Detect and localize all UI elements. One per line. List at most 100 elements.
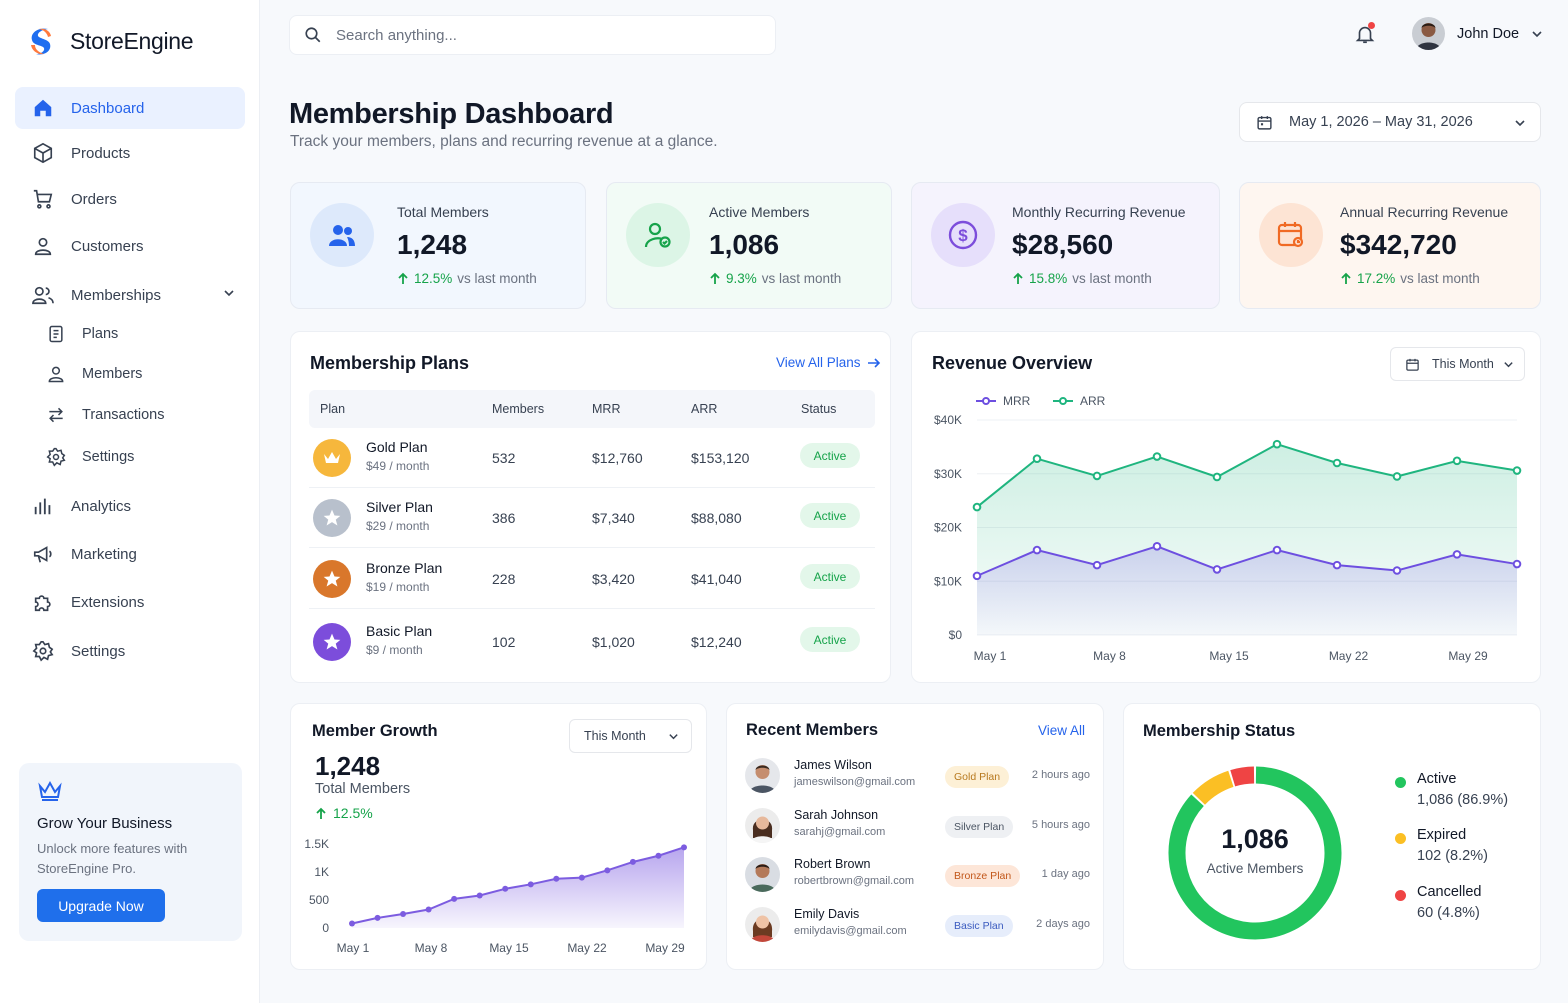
y-tick-label: 1K xyxy=(314,865,329,879)
stat-label: Active Members xyxy=(709,204,810,220)
data-point xyxy=(578,874,585,881)
stat-card-active-members: Active Members 1,086 9.3% vs last month xyxy=(606,182,892,309)
data-point-mrr xyxy=(1212,565,1222,574)
gear-icon xyxy=(46,447,66,467)
select-value: This Month xyxy=(1432,357,1494,371)
stat-change: 15.8% vs last month xyxy=(1012,271,1152,286)
table-row[interactable]: Gold Plan $49 / month 532 $12,760 $153,1… xyxy=(309,428,875,488)
date-range-value: May 1, 2026 – May 31, 2026 xyxy=(1289,114,1473,130)
x-tick-label: May 22 xyxy=(1329,649,1369,663)
sidebar-item-analytics[interactable]: Analytics xyxy=(15,485,245,527)
date-range-picker[interactable]: May 1, 2026 – May 31, 2026 xyxy=(1239,102,1541,142)
upgrade-now-button[interactable]: Upgrade Now xyxy=(37,889,165,922)
chevron-down-icon xyxy=(1514,117,1526,129)
list-item[interactable]: James Wilson jameswilson@gmail.com Gold … xyxy=(745,754,1090,800)
view-all-plans-link[interactable]: View All Plans xyxy=(776,355,881,370)
search-bar[interactable] xyxy=(289,15,776,55)
notifications-button[interactable] xyxy=(1354,22,1376,45)
data-point xyxy=(400,911,407,917)
data-point-mrr xyxy=(972,571,982,581)
sidebar-item-settings[interactable]: Settings xyxy=(15,630,245,672)
growth-period-select[interactable]: This Month xyxy=(569,719,692,753)
sidebar-item-dashboard[interactable]: Dashboard xyxy=(15,87,245,129)
stat-change: 17.2% vs last month xyxy=(1340,271,1480,286)
series-line-arr xyxy=(976,443,1518,508)
page-title: Membership Dashboard xyxy=(289,98,614,130)
puzzle-icon xyxy=(31,590,55,614)
data-point xyxy=(629,858,636,865)
sidebar-subitem-plans[interactable]: Plans xyxy=(46,316,236,352)
y-tick-label: $10K xyxy=(934,574,962,588)
stat-label: Total Members xyxy=(397,204,489,220)
member-avatar xyxy=(745,758,780,793)
member-joined-time: 1 day ago xyxy=(1041,868,1090,880)
select-value: This Month xyxy=(584,729,646,743)
plan-name: Basic Plan xyxy=(366,623,433,639)
table-row[interactable]: Basic Plan $9 / month 102 $1,020 $12,240… xyxy=(309,612,875,672)
promo-title: Grow Your Business xyxy=(37,815,173,832)
sidebar-item-memberships[interactable]: Memberships xyxy=(15,274,245,316)
sidebar-subitem-members[interactable]: Members xyxy=(46,356,236,392)
plan-badge: Gold Plan xyxy=(945,766,1010,788)
sidebar-subitem-settings[interactable]: Settings xyxy=(46,439,236,475)
stat-change-value: 9.3% xyxy=(726,271,757,286)
donut-center-label: Active Members xyxy=(1206,861,1304,876)
sidebar-item-label: Orders xyxy=(71,190,117,208)
plan-badge: Bronze Plan xyxy=(945,865,1021,887)
revenue-period-select[interactable]: This Month xyxy=(1390,347,1525,381)
data-point-arr xyxy=(1092,471,1102,481)
x-tick-label: May 8 xyxy=(1093,649,1126,663)
search-input[interactable] xyxy=(336,26,736,44)
arrow-up-icon xyxy=(1012,272,1024,285)
recent-members-panel: Recent Members View All James Wilson jam… xyxy=(726,703,1104,970)
sidebar-item-orders[interactable]: Orders xyxy=(15,178,245,220)
plan-price: $9 / month xyxy=(366,643,423,657)
sidebar-subitem-transactions[interactable]: Transactions xyxy=(46,397,236,433)
legend-label: Expired xyxy=(1417,827,1467,843)
crown-icon xyxy=(313,439,351,477)
view-all-members-link[interactable]: View All xyxy=(1038,723,1086,738)
plan-badge: Basic Plan xyxy=(945,915,1013,937)
arrow-up-icon xyxy=(709,272,721,285)
app-logo[interactable]: StoreEngine xyxy=(24,24,194,58)
plan-name: Gold Plan xyxy=(366,439,428,455)
users-icon xyxy=(31,283,55,307)
data-point-arr xyxy=(1152,452,1162,461)
column-header: Plan xyxy=(320,402,346,416)
sidebar-item-extensions[interactable]: Extensions xyxy=(15,581,245,623)
sidebar-subitem-label: Plans xyxy=(82,326,119,342)
panel-title: Revenue Overview xyxy=(932,353,1093,373)
crown-icon xyxy=(37,779,63,803)
app-name: StoreEngine xyxy=(70,27,194,54)
sidebar-item-label: Marketing xyxy=(71,545,137,563)
member-email: sarahj@gmail.com xyxy=(794,826,886,838)
data-point-mrr xyxy=(1452,550,1462,559)
legend-dot xyxy=(1395,777,1406,788)
list-item[interactable]: Sarah Johnson sarahj@gmail.com Silver Pl… xyxy=(745,804,1090,850)
sidebar-item-products[interactable]: Products xyxy=(15,132,245,174)
user-name: John Doe xyxy=(1457,25,1520,42)
sidebar-item-marketing[interactable]: Marketing xyxy=(15,533,245,575)
plan-price: $19 / month xyxy=(366,580,430,594)
table-row[interactable]: Silver Plan $29 / month 386 $7,340 $88,0… xyxy=(309,488,875,548)
data-point xyxy=(527,881,534,888)
table-header: Plan Members MRR ARR Status xyxy=(309,390,875,428)
list-item[interactable]: Robert Brown robertbrown@gmail.com Bronz… xyxy=(745,853,1090,899)
revenue-overview-panel: Revenue Overview This Month $0 $10K $20K $3… xyxy=(911,331,1541,683)
calendar-revenue-icon xyxy=(1259,203,1323,267)
sidebar-item-customers[interactable]: Customers xyxy=(15,225,245,267)
plan-badge: Silver Plan xyxy=(945,816,1014,838)
status-badge: Active xyxy=(800,627,860,652)
plan-mrr: $7,340 xyxy=(592,510,635,526)
stat-change: 9.3% vs last month xyxy=(709,271,841,286)
list-item[interactable]: Emily Davis emilydavis@gmail.com Basic P… xyxy=(745,903,1090,949)
user-check-icon xyxy=(626,203,690,267)
member-growth-area-chart: 0 500 1K 1.5K May 1 May 8 May 15 May 22 May 29 xyxy=(304,837,687,955)
cart-icon xyxy=(31,187,55,211)
home-icon xyxy=(31,96,55,120)
user-menu[interactable]: John Doe xyxy=(1412,17,1543,50)
stat-change-suffix: vs last month xyxy=(761,271,842,286)
table-row[interactable]: Bronze Plan $19 / month 228 $3,420 $41,0… xyxy=(309,549,875,609)
status-badge: Active xyxy=(800,503,860,528)
gear-icon xyxy=(31,639,55,663)
